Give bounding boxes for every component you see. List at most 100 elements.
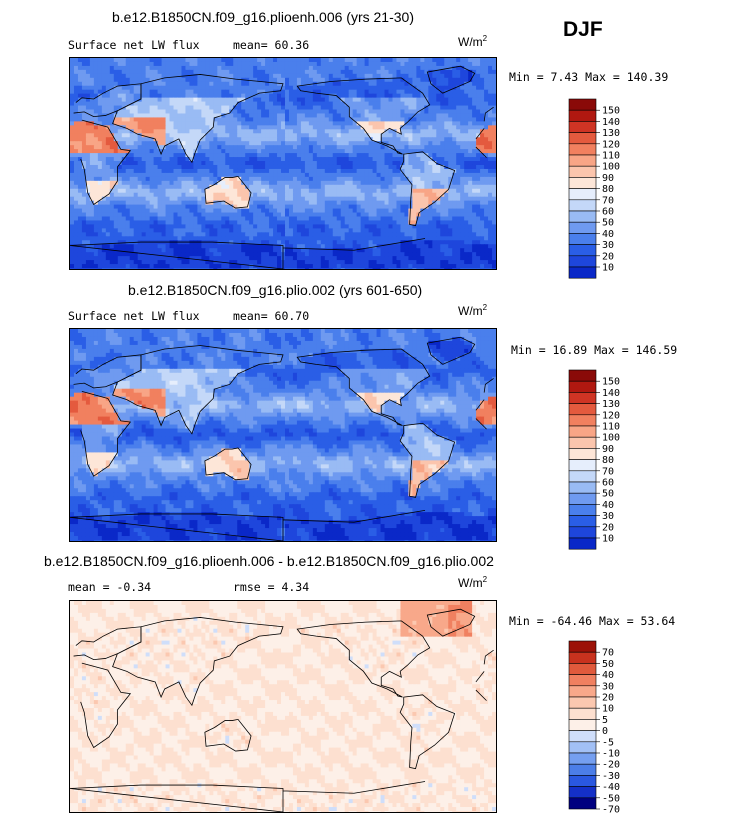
panel-2-colorbar: 150 140 130 120 110 100 90 80 70 60 50 40 30 20 10 [568,369,639,553]
coastline-australia [204,718,252,752]
coastline-greenland [426,65,476,94]
colorbar-tick-label: 100 [602,433,620,444]
field-cells [70,329,496,541]
colorbar-swatch [568,537,597,550]
colorbar-swatch [568,515,597,528]
coastline-antarctica [70,781,426,812]
colorbar-tick-label: 30 [602,511,614,522]
coastline-samerica [399,422,456,498]
colorbar-swatch [568,775,597,787]
coastline-asia [112,74,284,164]
colorbar-swatch [568,143,597,156]
colorbar-tick-label: 120 [602,139,620,150]
colorbar-swatch [568,459,597,472]
colorbar-tick-label: 30 [602,240,614,251]
colorbar-swatch [568,640,597,653]
colorbar-tick-label: 130 [602,399,620,410]
season-label: DJF [563,18,603,41]
colorbar-tick-label: -70 [602,805,620,816]
panel-1-title: b.e12.B1850CN.f09_g16.plioenh.006 (yrs 2… [112,9,414,25]
colorbar-tick-label: 110 [602,151,620,162]
coastline-asia [112,617,284,707]
colorbar-swatch [568,98,597,111]
colorbar-tick-label: 20 [602,693,614,704]
colorbar-swatch [568,707,597,720]
colorbar-swatch [568,403,597,416]
colorbar-swatch [568,674,597,687]
colorbar-swatch [568,369,597,382]
colorbar-swatch [568,132,597,145]
colorbar-tick-label: 110 [602,422,620,433]
panel-1-colorbar: 150 140 130 120 110 100 90 80 70 60 50 40 30 20 10 [568,98,639,282]
panel-3-map [69,600,497,813]
colorbar-tick-label: 40 [602,229,614,240]
colorbar-swatch [568,786,597,799]
colorbar-swatch [568,154,597,167]
colorbar-swatch [568,199,597,212]
colorbar-swatch [568,685,597,698]
panel-2-variable-label: Surface net LW flux [68,309,200,323]
colorbar-swatch [568,448,597,460]
colorbar-tick-label: 80 [602,184,614,195]
colorbar-tick-label: 40 [602,670,614,681]
panel-1-mean-label: mean= 60.36 [233,38,310,52]
panel-3-colorbar: 70 50 40 30 20 10 5 0 -5 -10 -20 -30 -40 -50 -70 [568,640,639,816]
colorbar-tick-label: -40 [602,782,620,793]
colorbar-swatch [568,233,597,245]
panel-3-mean-label: mean = -0.34 [68,580,152,594]
colorbar-swatch [568,266,597,279]
colorbar-swatch [568,414,597,427]
colorbar-tick-label: 90 [602,173,614,184]
colorbar-tick-label: 120 [602,410,620,421]
colorbar-swatch [568,380,597,393]
colorbar-tick-label: 40 [602,500,614,511]
coastline-greenland [426,336,476,365]
coastline-asia [112,345,284,435]
colorbar-tick-label: 150 [602,377,620,388]
colorbar-tick-label: -10 [602,749,620,760]
colorbar-swatch [568,244,597,257]
colorbar-swatch [568,651,597,664]
panel-1-minmax: Min = 7.43 Max = 140.39 [509,70,669,84]
colorbar-swatch [568,481,597,494]
colorbar-tick-label: 20 [602,251,614,262]
coastline-namerica [296,620,431,698]
colorbar-tick-label: 70 [602,195,614,206]
coastline-africa [80,391,487,477]
colorbar-swatch [568,255,597,268]
panel-1-map [69,57,497,270]
colorbar-swatch [568,177,597,189]
coastline-namerica [296,348,431,426]
colorbar-tick-label: 150 [602,106,620,117]
colorbar-swatch [568,741,597,754]
panel-2-mean-label: mean= 60.70 [233,309,310,323]
panel-2-map [69,328,497,542]
colorbar-swatch [568,165,597,178]
colorbar-tick-label: 20 [602,522,614,533]
panel-1-units-exp: 2 [482,34,488,43]
colorbar-tick-label: 140 [602,388,620,399]
colorbar-tick-label: 10 [602,534,614,545]
panel-2-title: b.e12.B1850CN.f09_g16.plio.002 (yrs 601-… [128,282,423,298]
colorbar-tick-label: 130 [602,128,620,139]
panel-2-minmax: Min = 16.89 Max = 146.59 [511,343,678,357]
coastlines [70,608,494,812]
panel-1-units: W/m2 [458,34,487,49]
colorbar-tick-label: 10 [602,263,614,274]
colorbar-tick-label: 60 [602,478,614,489]
colorbar-tick-label: 10 [602,704,614,715]
colorbar-tick-label: 70 [602,466,614,477]
coastline-antarctica [70,238,426,269]
panel-3-title: b.e12.B1850CN.f09_g16.plioenh.006 - b.e1… [44,553,494,569]
panel-1-variable-label: Surface net LW flux [68,38,200,52]
coastline-samerica [399,694,456,770]
coastline-namerica [296,77,431,155]
colorbar-swatch [568,504,597,516]
colorbar-swatch [568,663,597,675]
panel-1-units-base: W/m [458,35,483,49]
colorbar-swatch [568,121,597,133]
colorbar-tick-label: -20 [602,760,620,771]
colorbar-tick-label: 140 [602,117,620,128]
colorbar-tick-label: 60 [602,207,614,218]
colorbar-tick-label: -30 [602,771,620,782]
